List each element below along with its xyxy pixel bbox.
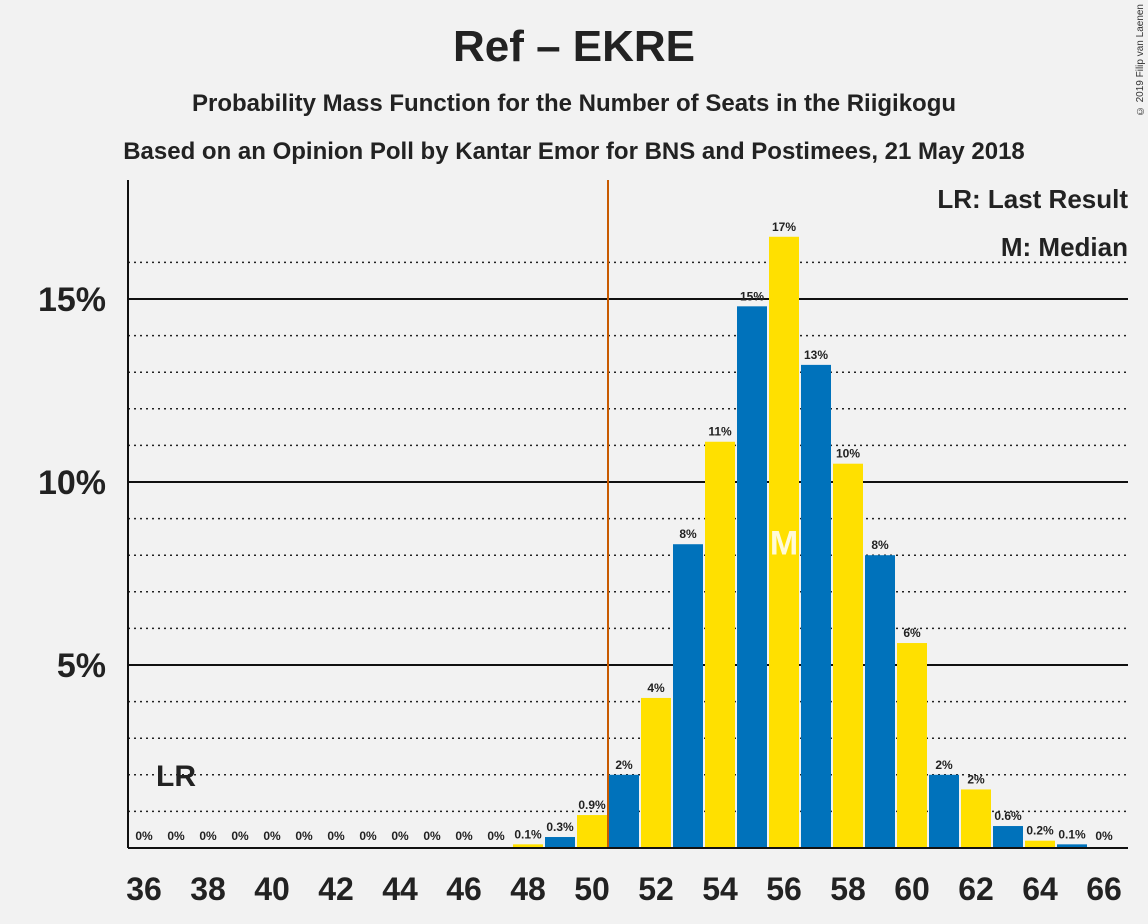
bar xyxy=(961,789,991,848)
x-tick-label: 56 xyxy=(766,871,802,907)
x-tick-label: 64 xyxy=(1022,871,1058,907)
bar-data-label: 11% xyxy=(708,425,732,439)
x-tick-label: 54 xyxy=(702,871,738,907)
bar xyxy=(865,555,895,848)
bar-data-label: 8% xyxy=(871,538,889,552)
bar xyxy=(513,844,543,848)
bar xyxy=(929,774,959,848)
bar-data-label: 0% xyxy=(295,829,313,843)
chart-title: Ref – EKRE xyxy=(452,22,696,71)
bar-data-label: 0.2% xyxy=(1026,824,1054,838)
bar xyxy=(705,441,735,848)
x-tick-label: 50 xyxy=(574,871,610,907)
bar xyxy=(737,306,767,848)
bar xyxy=(673,544,703,848)
median-marker: M xyxy=(770,524,798,562)
bar xyxy=(577,815,607,848)
x-tick-label: 46 xyxy=(446,871,482,907)
bar-data-label: 2% xyxy=(967,772,985,786)
bar xyxy=(1057,844,1087,848)
chart-subtitle-source: Based on an Opinion Poll by Kantar Emor … xyxy=(123,138,1025,165)
bar xyxy=(609,774,639,848)
x-tick-label: 66 xyxy=(1086,871,1122,907)
bar xyxy=(897,643,927,848)
x-tick-label: 38 xyxy=(190,871,226,907)
bar xyxy=(545,837,575,848)
bar-data-label: 0.1% xyxy=(514,827,542,841)
bar-data-label: 0.1% xyxy=(1058,827,1086,841)
bar-data-label: 0% xyxy=(487,829,505,843)
x-tick-label: 58 xyxy=(830,871,866,907)
bar-data-label: 0% xyxy=(455,829,473,843)
bar-data-label: 0.9% xyxy=(578,798,606,812)
x-tick-label: 44 xyxy=(382,871,418,907)
bar-data-label: 2% xyxy=(615,758,633,772)
x-tick-label: 48 xyxy=(510,871,546,907)
x-tick-label: 52 xyxy=(638,871,674,907)
bar-data-label: 15% xyxy=(740,289,764,303)
x-tick-label: 62 xyxy=(958,871,994,907)
x-tick-label: 40 xyxy=(254,871,290,907)
bar-data-label: 0% xyxy=(199,829,217,843)
bar-data-label: 2% xyxy=(935,758,953,772)
bar-data-label: 0% xyxy=(1095,829,1113,843)
bar-data-label: 0% xyxy=(135,829,153,843)
bar xyxy=(641,697,671,848)
x-tick-label: 60 xyxy=(894,871,930,907)
bar xyxy=(993,826,1023,848)
chart-subtitle: Probability Mass Function for the Number… xyxy=(191,90,957,117)
bar-data-label: 0.3% xyxy=(546,820,574,834)
bar-data-label: 0% xyxy=(423,829,441,843)
bar-data-label: 0% xyxy=(359,829,377,843)
bar-data-label: 0% xyxy=(391,829,409,843)
bar xyxy=(769,236,799,848)
y-tick-label: 15% xyxy=(38,281,106,319)
bar-data-label: 0% xyxy=(167,829,185,843)
legend-last-result: LR: Last Result xyxy=(937,184,1128,214)
bar-data-label: 0% xyxy=(231,829,249,843)
bar-data-label: 0% xyxy=(263,829,281,843)
bar-data-label: 0% xyxy=(327,829,345,843)
bar xyxy=(1025,840,1055,848)
bar-data-label: 0.6% xyxy=(994,809,1022,823)
x-tick-label: 36 xyxy=(126,871,162,907)
bar-data-label: 6% xyxy=(903,626,921,640)
bar-data-label: 17% xyxy=(772,220,796,234)
legend-median: M: Median xyxy=(1000,232,1128,262)
y-tick-label: 5% xyxy=(57,647,106,685)
bar xyxy=(833,463,863,848)
bar-data-label: 8% xyxy=(679,527,697,541)
y-tick-label: 10% xyxy=(38,464,106,502)
bar xyxy=(801,364,831,848)
bar-data-label: 13% xyxy=(804,348,828,362)
bar-data-label: 10% xyxy=(836,447,860,461)
last-result-marker: LR xyxy=(156,760,196,793)
bar-data-label: 4% xyxy=(647,681,665,695)
x-tick-label: 42 xyxy=(318,871,354,907)
